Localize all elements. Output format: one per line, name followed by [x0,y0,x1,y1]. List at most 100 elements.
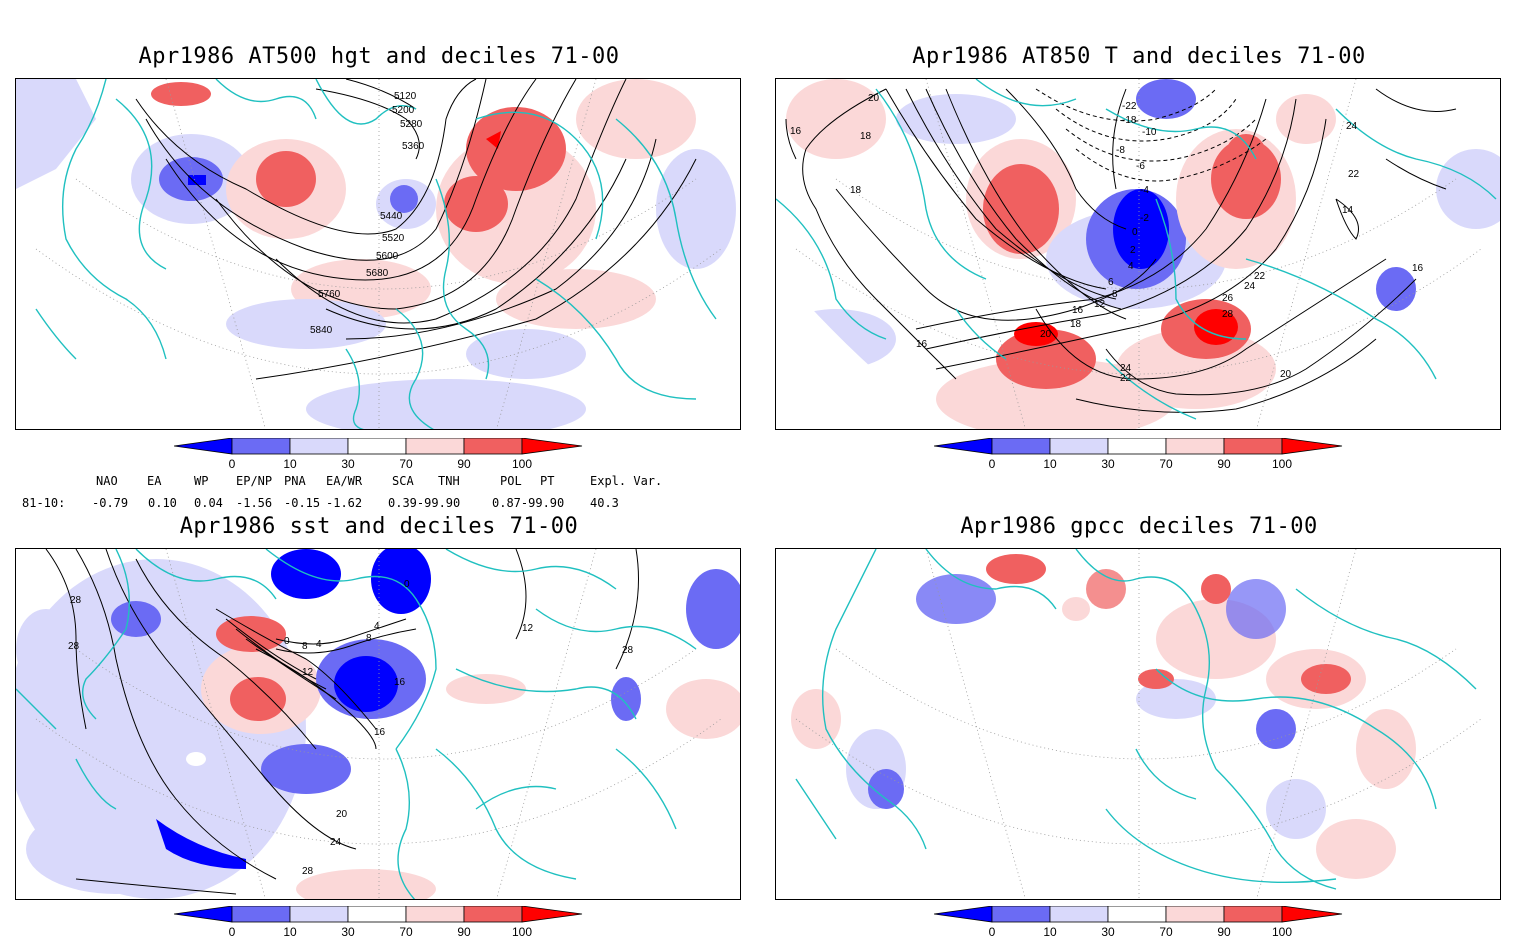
contour-label: -4 [1140,185,1149,196]
contour-label: 4 [316,639,322,650]
contour-label: 28 [622,645,634,656]
colorbar-tick: 90 [457,925,471,939]
contour-label: 12 [522,623,534,634]
contour-label: 22 [1254,271,1266,282]
colorbar-tick: 100 [512,925,532,939]
index-header: SCA [392,474,414,488]
colorbar-tick: 70 [399,457,413,471]
contour-label: 5680 [366,268,389,279]
index-header: TNH [438,474,460,488]
contour-label: 0 [404,579,410,590]
contour-label: 0 [1132,227,1138,238]
contour-label: 0 [284,636,290,647]
index-value: 0.87-99.90 [492,496,565,510]
colorbar-tick: 10 [283,925,297,939]
contour-label: 22 [1348,169,1360,180]
colorbar-tick: 0 [989,925,996,939]
contour-label: -2 [1140,213,1149,224]
panel1-title: Apr1986 AT500 hgt and deciles 71-00 [138,44,620,69]
colorbar: 0 10 30 70 90 100 [934,906,1354,940]
contour-label: 24 [1346,121,1358,132]
index-value: 0.10 [148,496,177,510]
index-header: EA [147,474,162,488]
contour-label: 16 [1072,305,1084,316]
colorbar-tick: 90 [1217,457,1231,471]
map-panel-850t: 20 18 16 18 16 -22 -18 -10 -8 -6 -4 -2 0… [775,78,1501,430]
index-value: -1.62 [326,496,363,510]
index-header: Expl. Var. [590,474,663,488]
colorbar: 0 10 30 70 90 100 [934,438,1354,472]
contour-label: 6 [1108,277,1114,288]
colorbar-tick: 90 [457,457,471,471]
index-header: WP [194,474,209,488]
contour-label: 16 [790,126,802,137]
contour-label: 12 [1094,299,1106,310]
contour-label: 16 [916,339,928,350]
contour-label: 4 [374,621,380,632]
index-value: 0.39-99.90 [388,496,461,510]
colorbar-tick: 0 [229,457,236,471]
index-header: POL [500,474,522,488]
contour-label: 5280 [400,119,423,130]
contour-label: 5120 [394,91,417,102]
contour-label: 16 [394,677,406,688]
contour-label: 26 [1222,293,1234,304]
colorbar-tick: 70 [399,925,413,939]
panel4-title: Apr1986 gpcc deciles 71-00 [960,514,1318,539]
contour-label: -10 [1142,127,1157,138]
index-value: -1.56 [236,496,273,510]
colorbar: 0 10 30 70 90 100 [174,906,594,940]
contour-label: 4 [1128,261,1134,272]
contour-label: 12 [302,667,314,678]
index-header: PNA [284,474,306,488]
contour-label: 5840 [310,325,333,336]
colorbar-tick: 100 [512,457,532,471]
contour-label: 20 [868,93,880,104]
colorbar-tick: 30 [341,457,355,471]
colorbar-tick: 30 [1101,457,1115,471]
index-value: 40.3 [590,496,619,510]
colorbar-tick: 70 [1159,457,1173,471]
contour-label: 28 [70,595,82,606]
contour-label: 5360 [402,141,425,152]
index-header: PT [540,474,555,488]
colorbar-tick: 10 [283,457,297,471]
contour-label: 8 [366,633,372,644]
contour-label: 5600 [376,251,399,262]
panel3-title: Apr1986 sst and deciles 71-00 [179,514,579,539]
colorbar-tick: 90 [1217,925,1231,939]
index-header: NAO [96,474,118,488]
index-value: -0.15 [284,496,321,510]
colorbar-tick: 0 [229,925,236,939]
contour-label: -8 [1116,145,1125,156]
contour-label: 18 [860,131,872,142]
contour-label: 22 [1120,373,1132,384]
contour-label: 28 [68,641,80,652]
contour-label: 28 [1222,309,1234,320]
contour-label: 5440 [380,211,403,222]
colorbar-tick: 10 [1043,925,1057,939]
colorbar-tick: 70 [1159,925,1173,939]
map-panel-500hgt: 5120 5200 5280 5360 5440 5520 5600 5680 … [15,78,741,430]
contour-label: -18 [1122,115,1137,126]
index-header: EP/NP [236,474,273,488]
colorbar-tick: 10 [1043,457,1057,471]
map-panel-gpcc [775,548,1501,900]
colorbar-tick: 100 [1272,457,1292,471]
contour-label: 20 [1280,369,1292,380]
map-panel-sst: 28 28 0 4 8 0 4 8 12 16 16 20 24 28 12 2… [15,548,741,900]
contour-label: 5520 [382,233,405,244]
colorbar-tick: 30 [341,925,355,939]
panel2-title: Apr1986 AT850 T and deciles 71-00 [912,44,1366,69]
contour-label: 18 [850,185,862,196]
contour-label: -6 [1136,161,1145,172]
index-header: EA/WR [326,474,363,488]
index-value: 0.04 [194,496,223,510]
contour-label: 8 [1112,289,1118,300]
contour-label: 20 [1040,329,1052,340]
contour-label: 16 [374,727,386,738]
contour-label: 5760 [318,289,341,300]
index-value: -0.79 [92,496,129,510]
contour-label: 28 [302,866,314,877]
contour-label: -22 [1122,101,1137,112]
